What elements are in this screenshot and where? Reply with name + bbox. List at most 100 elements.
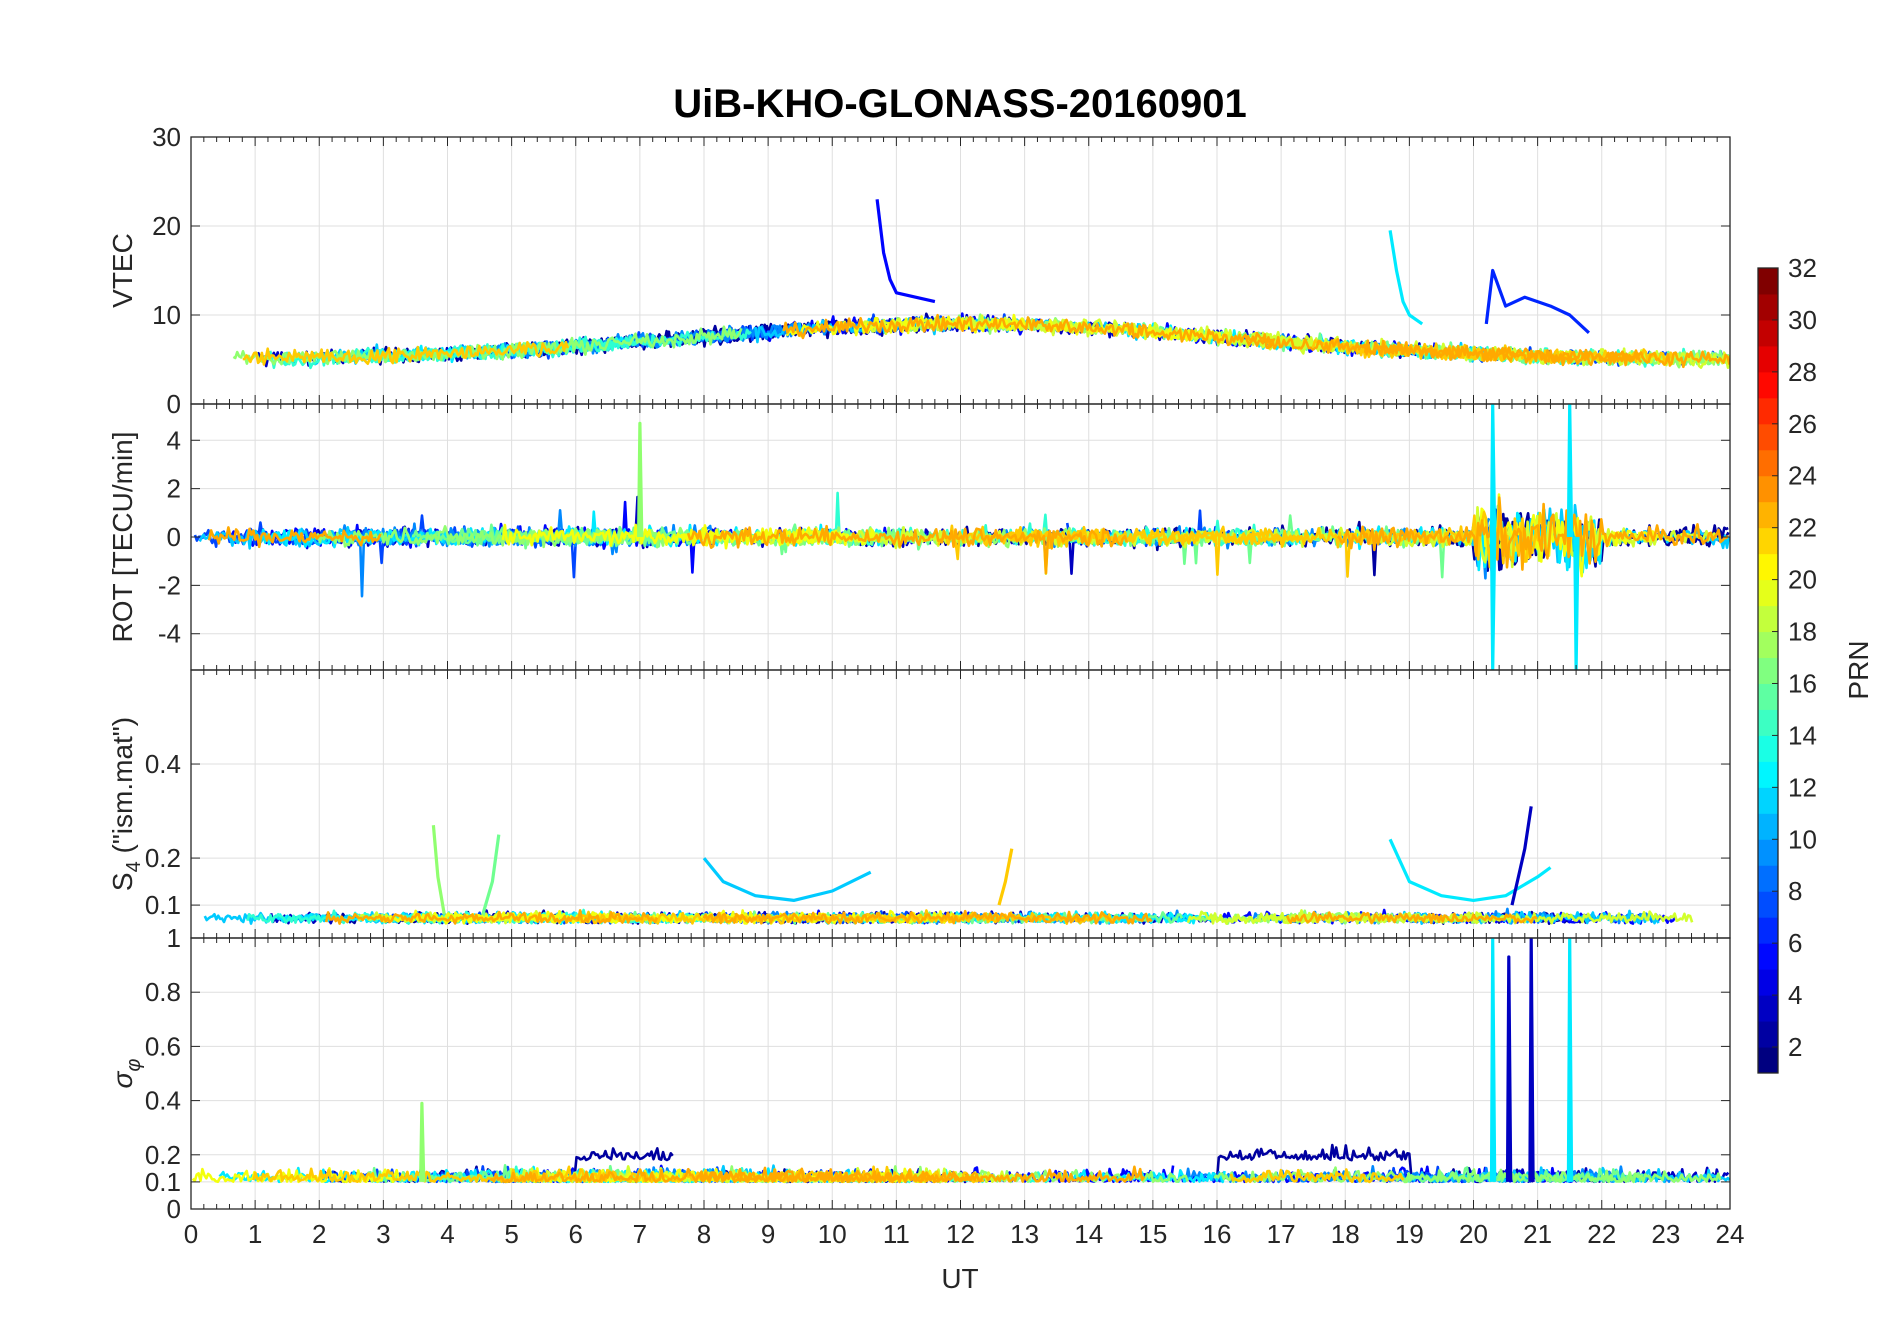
prn-trace <box>252 1165 711 1184</box>
colorbar-band <box>1758 293 1778 321</box>
x-tick-label: 5 <box>504 1219 518 1249</box>
y-tick-label: 1 <box>167 923 181 953</box>
prn-feature-trace <box>419 1101 426 1182</box>
y-tick-label: 0.2 <box>145 1140 181 1170</box>
x-tick-label: 22 <box>1587 1219 1616 1249</box>
x-tick-label: 23 <box>1651 1219 1680 1249</box>
x-axis-label: UT <box>941 1263 978 1294</box>
grid-panel-2 <box>191 404 1730 670</box>
colorbar-frame <box>1757 267 1779 1074</box>
x-tick-label: 9 <box>761 1219 775 1249</box>
x-tick-label: 17 <box>1267 1219 1296 1249</box>
prn-feature-trace <box>1505 955 1513 1182</box>
prn-trace <box>339 508 731 598</box>
y-tick-label: 0.4 <box>145 1086 181 1116</box>
x-tick-label: 18 <box>1331 1219 1360 1249</box>
y-tick-label: 30 <box>152 122 181 152</box>
colorbar-band <box>1758 449 1778 477</box>
colorbar-band <box>1758 268 1778 295</box>
prn-feature-trace <box>1484 268 1590 334</box>
prn-trace <box>268 335 648 370</box>
y-tick-label: 0.6 <box>145 1031 181 1061</box>
x-tick-label: 3 <box>376 1219 390 1249</box>
y-tick-label: 0 <box>167 522 181 552</box>
prn-feature-trace <box>1566 938 1574 1182</box>
colorbar-tick-label: 20 <box>1788 565 1817 595</box>
prn-trace <box>698 1165 1146 1184</box>
colorbar-band <box>1758 1021 1778 1048</box>
panel-3: 0.1 0.2 0.4S4 ("ism.mat") <box>107 669 1731 939</box>
y-tick-label: 0.8 <box>145 977 181 1007</box>
colorbar-band <box>1758 1047 1778 1074</box>
x-tick-label: 14 <box>1074 1219 1103 1249</box>
colorbar-band <box>1758 917 1778 944</box>
colorbar-tick-label: 26 <box>1788 409 1817 439</box>
x-tick-label: 21 <box>1523 1219 1552 1249</box>
prn-trace <box>232 325 743 366</box>
colorbar-band <box>1758 371 1778 399</box>
y-axis-label: S4 ("ism.mat") <box>107 717 145 891</box>
x-tick-label: 2 <box>312 1219 326 1249</box>
colorbar-band <box>1758 553 1778 581</box>
prn-trace <box>1213 1166 1722 1184</box>
y-tick-label: 10 <box>152 300 181 330</box>
x-tick-label: 11 <box>883 1219 910 1249</box>
x-tick-label: 13 <box>1010 1219 1039 1249</box>
prn-feature-trace <box>1566 404 1574 538</box>
colorbar-tick-label: 6 <box>1788 928 1802 958</box>
y-tick-label: 0.4 <box>145 749 181 779</box>
grid-panel-4 <box>191 938 1730 1209</box>
panel-4: 00.10.2 0.4 0.6 0.8 1 σφ <box>107 923 1731 1224</box>
prn-feature-trace <box>1528 938 1535 1182</box>
prn-trace <box>191 1167 406 1184</box>
prn-trace <box>686 524 1128 575</box>
prn-trace <box>1363 339 1730 369</box>
prn-feature-trace <box>637 421 644 538</box>
prn-feature-trace <box>1489 536 1497 670</box>
prn-feature-trace <box>875 199 936 304</box>
colorbar-tick-label: 2 <box>1788 1032 1802 1062</box>
colorbar-band <box>1758 865 1778 892</box>
x-tick-label: 19 <box>1395 1219 1424 1249</box>
colorbar-band <box>1758 345 1778 373</box>
prn-trace <box>1336 496 1730 571</box>
x-tick-label: 10 <box>818 1219 847 1249</box>
prn-feature-trace <box>481 834 501 915</box>
x-tick-label: 1 <box>248 1219 262 1249</box>
colorbar-tick-label: 16 <box>1788 668 1817 698</box>
prn-trace <box>324 909 659 925</box>
traces-panel-1 <box>232 312 1730 370</box>
x-tick-label: 4 <box>440 1219 454 1249</box>
colorbar-band <box>1758 995 1778 1022</box>
prn-trace <box>207 526 382 549</box>
y-axis-label: VTEC <box>107 233 138 308</box>
colorbar-band <box>1758 657 1778 684</box>
traces-panel-3 <box>203 907 1694 926</box>
colorbar-band <box>1758 579 1778 607</box>
prn-trace <box>1285 910 1538 925</box>
colorbar-band <box>1758 527 1778 555</box>
prn-trace <box>782 313 1276 349</box>
colorbar-band <box>1758 501 1778 529</box>
y-tick-label: 0 <box>167 1194 181 1224</box>
y-axis-label: ROT [TECU/min] <box>107 431 138 642</box>
prn-feature-trace <box>1573 536 1580 670</box>
prn-feature-trace <box>431 825 446 915</box>
prn-trace <box>702 909 1153 925</box>
traces-panel-2 <box>193 491 1730 598</box>
y-tick-label: 0.1 <box>145 1167 181 1197</box>
prn-trace <box>1110 514 1446 579</box>
chart-title: UiB-KHO-GLONASS-20160901 <box>673 82 1247 126</box>
prn-feature-trace <box>997 848 1014 906</box>
colorbar-band <box>1758 631 1778 659</box>
x-tick-label: 12 <box>946 1219 975 1249</box>
prn-trace <box>242 340 570 366</box>
prn-trace <box>1229 1168 1405 1184</box>
colorbar-label: PRN <box>1843 640 1874 699</box>
y-tick-label: 0 <box>167 389 181 419</box>
colorbar-band <box>1758 423 1778 451</box>
colorbar-tick-label: 22 <box>1788 513 1817 543</box>
colorbar-band <box>1758 709 1778 736</box>
